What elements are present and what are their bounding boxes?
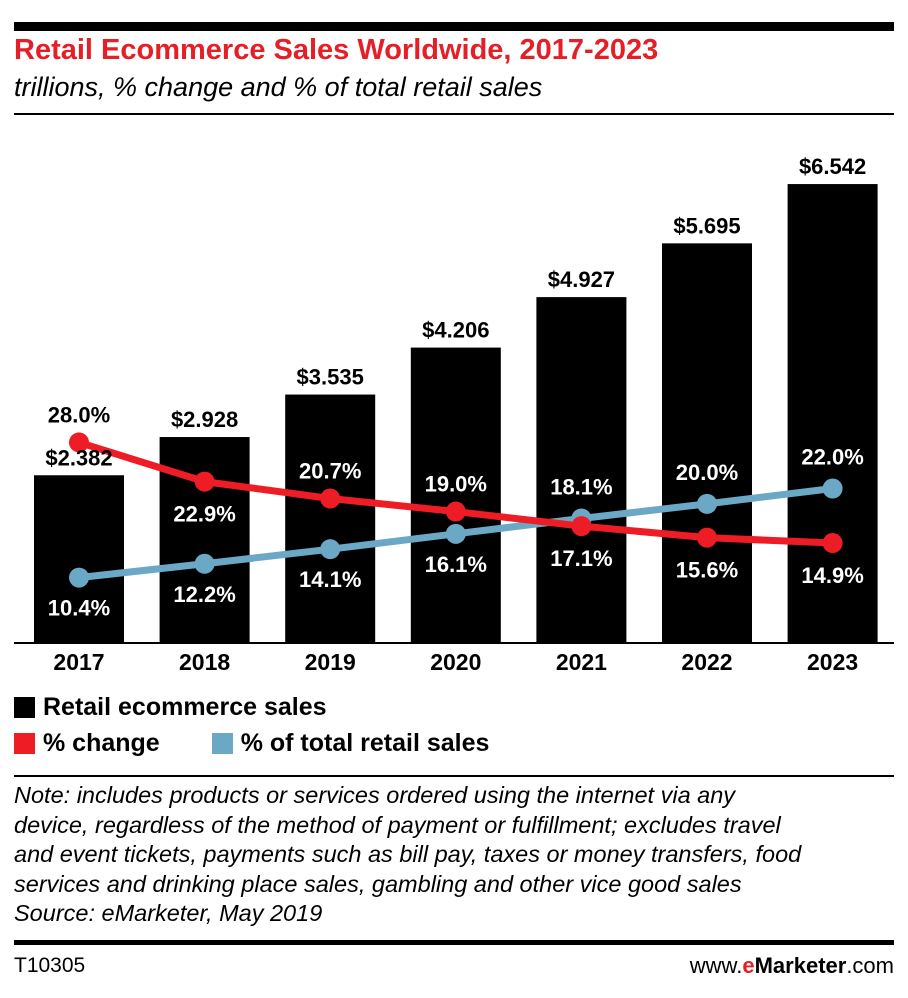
change-label: 19.0%: [425, 472, 487, 497]
change-label: 15.6%: [676, 558, 738, 583]
bar-2017: [34, 475, 124, 642]
bar-value-label: $6.542: [799, 154, 866, 179]
x-tick-label: 2020: [430, 649, 481, 675]
share-label: 10.4%: [48, 596, 110, 621]
brand-prefix: www.: [689, 953, 743, 978]
x-tick-label: 2023: [807, 649, 858, 675]
share-point-2022: [697, 493, 717, 514]
share-point-2020: [445, 523, 466, 544]
change-point-2021: [571, 516, 592, 537]
x-tick-label: 2017: [53, 649, 104, 675]
note-rule: [14, 775, 894, 777]
bottom-rule: [14, 940, 894, 945]
bar-value-label: $2.928: [171, 407, 238, 432]
bar-value-label: $2.382: [45, 445, 112, 470]
share-label: 22.0%: [801, 445, 863, 470]
brand-e: e: [742, 953, 755, 978]
share-point-2017: [69, 567, 89, 588]
share-label: 12.2%: [173, 582, 235, 607]
chart-code: T10305: [14, 954, 86, 977]
note-line: Note: includes products or services orde…: [14, 782, 736, 808]
bar-value-label: $4.206: [422, 318, 489, 343]
legend-item-change: % change: [14, 729, 160, 758]
x-tick-label: 2018: [179, 649, 230, 675]
x-tick-label: 2021: [556, 649, 607, 675]
share-point-2019: [320, 539, 341, 560]
share-point-2023: [822, 478, 843, 499]
share-label: 18.1%: [550, 474, 612, 499]
legend-label-change: % change: [43, 729, 160, 757]
source-line: Source: eMarketer, May 2019: [14, 900, 323, 927]
change-point-2020: [445, 501, 466, 522]
bar-2023: [787, 184, 878, 642]
bar-2022: [662, 243, 752, 642]
legend-swatch-sales: [14, 697, 35, 718]
chart-title: Retail Ecommerce Sales Worldwide, 2017-2…: [14, 34, 659, 66]
change-label: 22.9%: [173, 502, 235, 527]
bar-2018: [159, 437, 250, 642]
share-label: 20.0%: [676, 460, 738, 485]
change-label: 14.9%: [801, 563, 863, 588]
change-point-2023: [822, 533, 843, 554]
subtitle-rule: [14, 113, 894, 115]
share-label: 16.1%: [425, 552, 487, 577]
brand-link[interactable]: www.eMarketer.com: [690, 953, 894, 979]
share-point-2018: [194, 553, 215, 574]
bar-value-label: $5.695: [673, 213, 740, 238]
chart-subtitle: trillions, % change and % of total retai…: [14, 72, 543, 102]
top-rule: [14, 22, 894, 31]
note-line: device, regardless of the method of paym…: [14, 811, 781, 838]
legend-item-share: % of total retail sales: [211, 729, 490, 758]
change-label: 17.1%: [550, 546, 612, 571]
bar-2020: [410, 347, 501, 642]
change-label: 28.0%: [48, 402, 110, 427]
bar-value-label: $4.927: [548, 267, 615, 292]
change-point-2018: [194, 471, 215, 492]
legend-label-sales: Retail ecommerce sales: [43, 693, 327, 721]
combo-chart: $2.382 $2.928 $3.535 $4.206 $4.927 $5.695 $6.5…: [14, 154, 894, 675]
legend-row-2: % change % of total retail sales: [14, 729, 541, 758]
brand-name: Marketer: [754, 953, 847, 978]
change-point-2019: [320, 488, 341, 509]
legend-swatch-change: [14, 733, 35, 754]
chart-note: Note: includes products or services orde…: [14, 781, 899, 929]
legend-item-sales: Retail ecommerce sales: [14, 693, 327, 722]
legend-label-share: % of total retail sales: [240, 729, 490, 757]
bar-value-label: $3.535: [297, 365, 364, 390]
legend-row-1: Retail ecommerce sales: [14, 693, 379, 722]
change-label: 20.7%: [299, 458, 361, 483]
note-line: services and drinking place sales, gambl…: [14, 870, 742, 897]
share-label: 14.1%: [299, 567, 361, 592]
brand-suffix: .com: [846, 953, 894, 978]
change-point-2022: [697, 527, 717, 548]
legend-swatch-share: [211, 733, 233, 754]
change-point-2017: [69, 432, 89, 453]
x-tick-label: 2022: [681, 649, 732, 675]
bar-2019: [285, 394, 376, 642]
bar-2021: [536, 297, 627, 642]
note-line: and event tickets, payments such as bill…: [14, 841, 802, 868]
x-tick-label: 2019: [305, 649, 356, 675]
